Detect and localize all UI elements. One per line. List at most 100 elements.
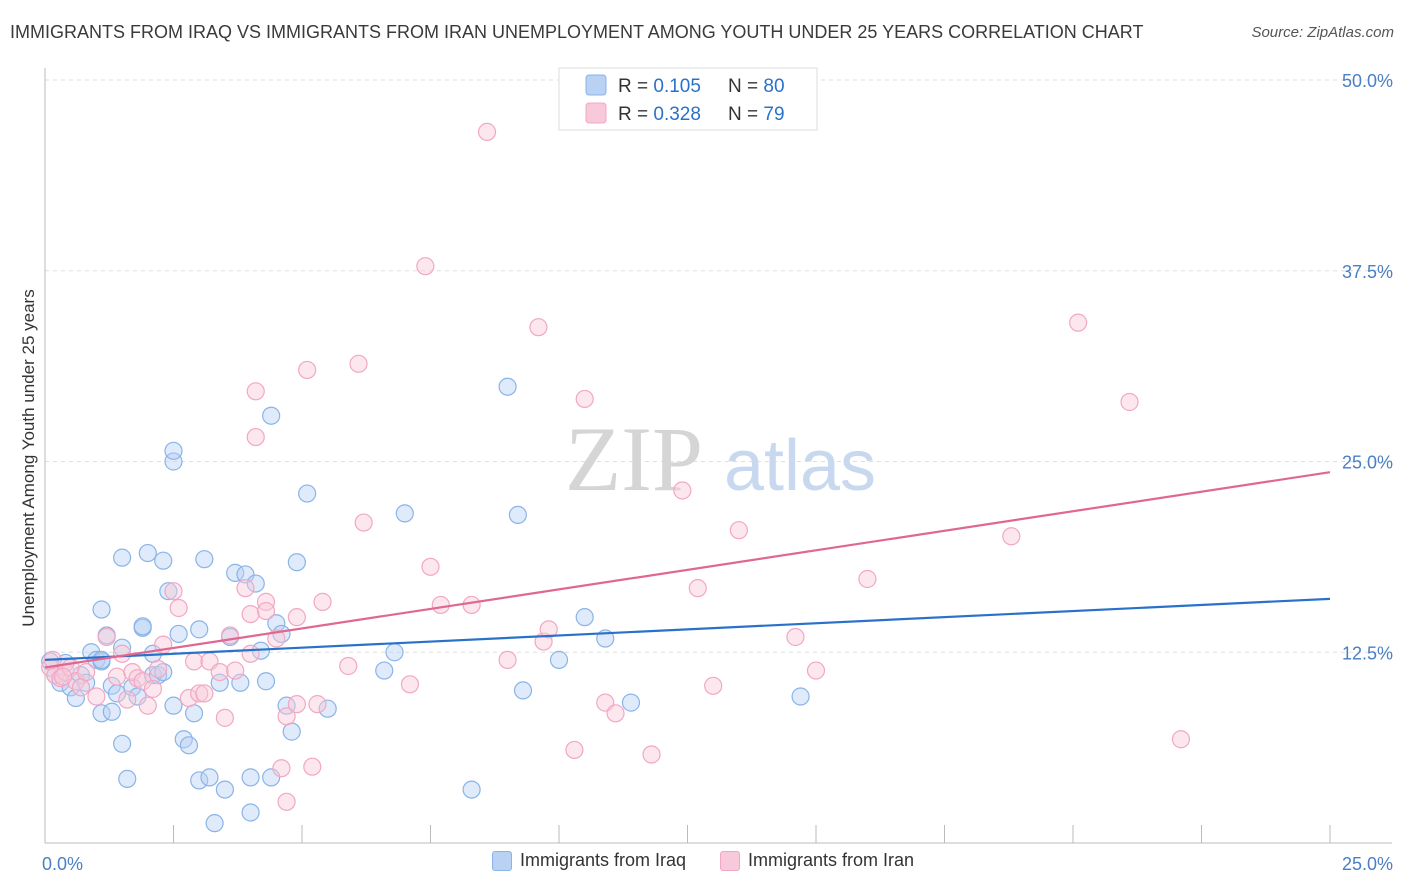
point-iran: [539, 620, 558, 639]
point-iraq: [549, 650, 569, 669]
point-iran: [107, 667, 127, 686]
point-iran: [349, 354, 368, 373]
point-iraq: [154, 662, 173, 682]
point-iraq: [791, 687, 810, 706]
point-iraq: [385, 643, 404, 662]
point-iraq: [395, 504, 414, 523]
point-iraq: [262, 406, 281, 425]
point-iran: [210, 662, 229, 682]
point-iran: [220, 626, 240, 645]
x-tick-label: 25.0%: [1342, 854, 1393, 874]
legend-n-label-iran: N =: [728, 104, 763, 125]
point-iran: [642, 745, 661, 764]
point-iraq: [513, 681, 533, 700]
point-iraq: [118, 769, 137, 789]
svg-text:N = 79: N = 79: [728, 104, 785, 125]
legend-n-label-iraq: N =: [728, 76, 763, 97]
point-iraq: [138, 543, 157, 563]
point-iran: [138, 696, 157, 715]
point-iran: [575, 389, 594, 409]
point-iran: [287, 695, 306, 714]
point-iraq: [256, 672, 276, 691]
point-iran: [806, 661, 826, 680]
point-iran: [1120, 392, 1139, 412]
watermark-atlas: atlas: [724, 426, 876, 506]
data-points: [41, 122, 1191, 833]
legend-square-iran: [720, 850, 740, 871]
point-iran: [529, 318, 548, 337]
point-iran: [241, 604, 260, 624]
trend-line-iran: [44, 471, 1331, 669]
trend-lines: [44, 471, 1331, 669]
legend-n-value-iran: 79: [763, 104, 784, 125]
point-iraq: [190, 620, 209, 639]
point-iran: [256, 592, 276, 611]
stats-legend: R = 0.105 N = 80 R = 0.328 N = 79: [558, 67, 818, 131]
y-tick-label: 25.0%: [1342, 453, 1393, 473]
svg-text:R = 0.105: R = 0.105: [618, 76, 701, 97]
point-iran: [786, 627, 805, 647]
point-iran: [688, 579, 707, 598]
point-iran: [416, 257, 435, 276]
point-iran: [303, 757, 322, 776]
svg-text:R = 0.328: R = 0.328: [618, 104, 701, 125]
point-iran: [565, 740, 584, 760]
y-tick-label: 50.0%: [1342, 71, 1393, 91]
point-iran: [267, 629, 286, 648]
x-tick-label: 0.0%: [42, 854, 83, 874]
point-iraq: [164, 452, 183, 471]
point-iraq: [154, 551, 173, 570]
legend-item-iran[interactable]: Immigrants from Iran: [720, 850, 914, 871]
point-iran: [400, 675, 420, 694]
point-iran: [313, 592, 332, 611]
point-iraq: [92, 600, 111, 619]
point-iran: [190, 684, 209, 703]
point-iraq: [498, 377, 517, 396]
point-iran: [77, 662, 96, 682]
point-iraq: [241, 803, 260, 822]
watermark-zip: ZIP: [565, 408, 703, 510]
point-iran: [421, 557, 440, 576]
legend-r-label-iraq: R =: [618, 76, 653, 97]
point-iraq: [462, 780, 481, 799]
point-iraq: [205, 814, 224, 833]
point-iraq: [287, 553, 306, 572]
point-iraq: [179, 736, 199, 755]
point-iraq: [575, 608, 594, 627]
point-iraq: [262, 768, 281, 787]
point-iraq: [621, 693, 641, 712]
legend-item-iraq[interactable]: Immigrants from Iraq: [491, 850, 686, 871]
legend-label-iran: Immigrants from Iran: [748, 850, 915, 870]
point-iraq: [210, 673, 229, 692]
point-iraq: [195, 550, 214, 569]
trend-line-iraq: [44, 597, 1331, 661]
y-tick-label: 37.5%: [1342, 262, 1393, 282]
point-iran: [128, 669, 147, 688]
point-iraq: [246, 574, 265, 593]
point-iran: [97, 627, 116, 647]
point-iran: [462, 595, 481, 615]
legend-swatch-iran: [585, 102, 607, 124]
legend-label-iraq: Immigrants from Iraq: [519, 850, 686, 870]
point-iran: [195, 684, 214, 703]
point-iran: [673, 481, 692, 500]
point-iraq: [133, 617, 152, 636]
point-iran: [256, 601, 276, 621]
point-iran: [143, 679, 163, 698]
point-iraq: [169, 624, 188, 644]
watermark: ZIP atlas: [565, 408, 876, 510]
point-iran: [704, 676, 723, 695]
point-iran: [1171, 730, 1191, 749]
point-iran: [606, 704, 625, 723]
point-iraq: [148, 666, 168, 685]
point-iran: [277, 707, 296, 726]
point-iran: [118, 690, 137, 709]
point-iraq: [375, 661, 394, 680]
point-iraq: [184, 704, 204, 723]
point-iran: [277, 792, 296, 811]
point-iraq: [112, 734, 132, 753]
y-axis-label: Unemployment Among Youth under 25 years: [19, 289, 38, 626]
point-iraq: [200, 768, 219, 787]
svg-text:N = 80: N = 80: [728, 76, 785, 97]
